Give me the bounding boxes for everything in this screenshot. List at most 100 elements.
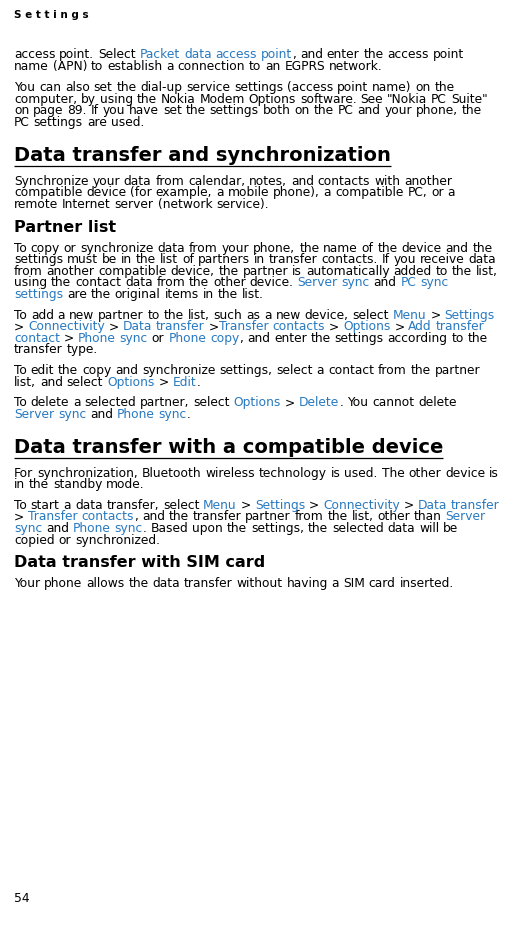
Text: as: as (246, 309, 261, 322)
Text: the: the (29, 478, 49, 491)
Text: another: another (404, 175, 452, 188)
Text: or: or (431, 186, 443, 199)
Text: PC: PC (14, 116, 30, 130)
Text: partner: partner (243, 265, 288, 277)
Text: must: must (67, 253, 98, 266)
Text: Packet: Packet (140, 48, 180, 61)
Text: according: according (388, 332, 448, 345)
Text: than: than (414, 511, 442, 524)
Text: to: to (148, 309, 160, 322)
Text: your: your (92, 175, 120, 188)
Text: The: The (382, 466, 404, 479)
Text: in: in (14, 478, 25, 491)
Text: Based: Based (151, 522, 188, 535)
Text: the: the (164, 309, 184, 322)
Text: the: the (364, 48, 384, 61)
Text: wireless: wireless (205, 466, 255, 479)
Text: Options: Options (343, 320, 390, 333)
Text: >: > (241, 499, 251, 512)
Text: the: the (462, 105, 482, 117)
Text: list.: list. (242, 288, 264, 301)
Text: dial-up: dial-up (140, 81, 182, 94)
Text: Options: Options (107, 376, 154, 388)
Text: list,: list, (14, 376, 36, 388)
Text: Bluetooth: Bluetooth (142, 466, 201, 479)
Text: you: you (103, 105, 125, 117)
Text: Settings: Settings (255, 499, 305, 512)
Text: Server: Server (14, 408, 54, 421)
Text: synchronized.: synchronized. (75, 534, 160, 547)
Text: your: your (222, 241, 249, 254)
Text: device,: device, (171, 265, 215, 277)
Text: from: from (157, 277, 185, 290)
Text: SIM: SIM (343, 577, 365, 590)
Text: the: the (435, 81, 455, 94)
Text: .: . (196, 376, 200, 388)
Text: Edit: Edit (173, 376, 196, 388)
Text: partners: partners (198, 253, 250, 266)
Text: (access: (access (287, 81, 333, 94)
Text: delete: delete (418, 396, 457, 410)
Text: new: new (276, 309, 301, 322)
Text: in: in (121, 253, 132, 266)
Text: the: the (227, 522, 247, 535)
Text: Options: Options (234, 396, 281, 410)
Text: you: you (393, 253, 416, 266)
Text: be: be (443, 522, 458, 535)
Text: contact: contact (75, 277, 121, 290)
Text: device: device (445, 466, 485, 479)
Text: transfer: transfer (269, 253, 318, 266)
Text: card: card (369, 577, 396, 590)
Text: compatible: compatible (335, 186, 403, 199)
Text: ,: , (134, 511, 138, 524)
Text: settings: settings (335, 332, 384, 345)
Text: mode.: mode. (106, 478, 145, 491)
Text: calendar,: calendar, (188, 175, 245, 188)
Text: data: data (125, 277, 152, 290)
Text: name: name (14, 59, 49, 73)
Text: PC,: PC, (407, 186, 427, 199)
Text: partner: partner (245, 511, 291, 524)
Text: can: can (39, 81, 61, 94)
Text: contact: contact (328, 364, 374, 377)
Text: data: data (469, 253, 496, 266)
Text: the: the (136, 253, 156, 266)
Text: network.: network. (329, 59, 383, 73)
Text: transfer: transfer (156, 320, 205, 333)
Text: S e t t i n g s: S e t t i n g s (14, 10, 89, 20)
Text: from: from (189, 241, 218, 254)
Text: and: and (445, 241, 469, 254)
Text: settings,: settings, (219, 364, 272, 377)
Text: the: the (137, 92, 157, 105)
Text: inserted.: inserted. (400, 577, 454, 590)
Text: contact: contact (14, 332, 60, 345)
Text: the: the (328, 511, 348, 524)
Text: compatible: compatible (98, 265, 167, 277)
Text: Internet: Internet (62, 198, 111, 211)
Text: phone: phone (44, 577, 82, 590)
Text: standby: standby (53, 478, 102, 491)
Text: a: a (58, 309, 65, 322)
Text: establish: establish (107, 59, 162, 73)
Text: to: to (91, 59, 104, 73)
Text: For: For (14, 466, 33, 479)
Text: by: by (81, 92, 96, 105)
Text: >: > (14, 320, 24, 333)
Text: >: > (329, 320, 339, 333)
Text: Phone: Phone (117, 408, 155, 421)
Text: other: other (213, 277, 246, 290)
Text: computer,: computer, (14, 92, 77, 105)
Text: select: select (67, 376, 103, 388)
Text: select: select (276, 364, 313, 377)
Text: >: > (14, 511, 24, 524)
Text: another: another (47, 265, 95, 277)
Text: upon: upon (193, 522, 223, 535)
Text: from: from (14, 265, 43, 277)
Text: Menu: Menu (393, 309, 426, 322)
Text: and: and (291, 175, 314, 188)
Text: select: select (194, 396, 230, 410)
Text: access: access (215, 48, 257, 61)
Text: compatible: compatible (14, 186, 82, 199)
Text: Data transfer with a compatible device: Data transfer with a compatible device (14, 438, 443, 457)
Text: settings: settings (34, 116, 83, 130)
